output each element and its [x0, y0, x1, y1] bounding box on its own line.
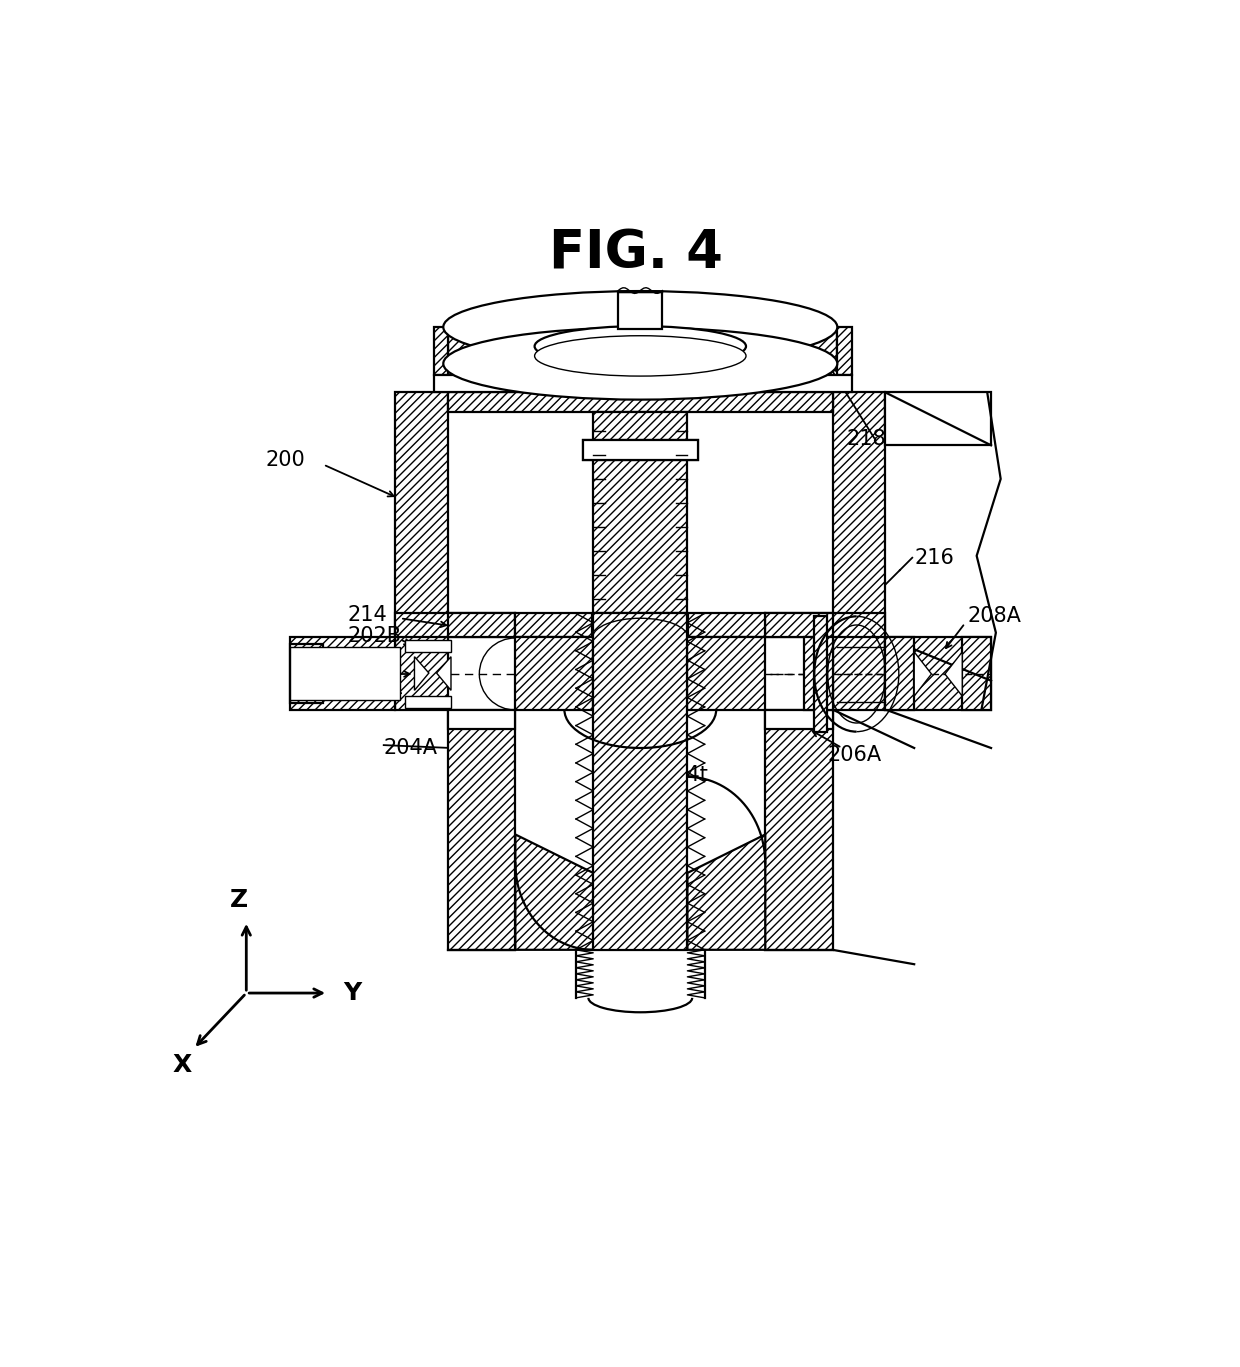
- Polygon shape: [396, 633, 448, 709]
- Polygon shape: [765, 614, 885, 637]
- Polygon shape: [885, 637, 914, 709]
- Polygon shape: [583, 440, 698, 459]
- Text: 218: 218: [847, 428, 887, 448]
- Polygon shape: [688, 614, 765, 637]
- Text: 202B: 202B: [347, 626, 402, 645]
- Polygon shape: [640, 327, 837, 364]
- Polygon shape: [583, 440, 698, 459]
- Polygon shape: [516, 834, 593, 950]
- Text: 204A: 204A: [383, 738, 438, 757]
- Polygon shape: [434, 375, 852, 392]
- Ellipse shape: [534, 336, 746, 376]
- Polygon shape: [290, 637, 396, 709]
- Polygon shape: [832, 633, 885, 709]
- Polygon shape: [687, 637, 765, 709]
- Polygon shape: [815, 617, 827, 731]
- Text: Z: Z: [229, 887, 248, 912]
- Polygon shape: [765, 709, 832, 729]
- Text: FIG. 4: FIG. 4: [548, 227, 723, 279]
- Polygon shape: [837, 327, 852, 375]
- Polygon shape: [516, 637, 593, 709]
- Ellipse shape: [444, 328, 837, 399]
- Polygon shape: [804, 637, 832, 709]
- Polygon shape: [404, 640, 451, 652]
- Polygon shape: [290, 644, 324, 703]
- Text: 208A: 208A: [967, 607, 1021, 626]
- Polygon shape: [885, 392, 991, 446]
- Polygon shape: [414, 656, 429, 690]
- Text: Y: Y: [343, 982, 361, 1005]
- Polygon shape: [832, 392, 885, 633]
- Polygon shape: [885, 637, 991, 709]
- Text: 206A: 206A: [828, 745, 882, 764]
- Polygon shape: [404, 696, 451, 708]
- Polygon shape: [914, 652, 931, 696]
- Text: 214: 214: [347, 606, 387, 625]
- Polygon shape: [687, 834, 765, 950]
- Polygon shape: [448, 614, 516, 637]
- Polygon shape: [290, 647, 401, 700]
- Polygon shape: [448, 709, 516, 950]
- Polygon shape: [593, 411, 687, 614]
- Ellipse shape: [444, 291, 837, 364]
- Text: X: X: [172, 1053, 191, 1077]
- Text: 200: 200: [265, 450, 305, 470]
- Polygon shape: [593, 614, 687, 950]
- Text: 224t: 224t: [661, 766, 708, 785]
- Polygon shape: [448, 392, 832, 411]
- Text: 208B: 208B: [326, 664, 379, 684]
- Polygon shape: [396, 614, 516, 637]
- Polygon shape: [436, 656, 451, 690]
- Polygon shape: [945, 652, 962, 696]
- Text: 216: 216: [914, 548, 954, 567]
- Polygon shape: [962, 637, 991, 709]
- Polygon shape: [448, 327, 640, 364]
- Polygon shape: [765, 709, 832, 950]
- Ellipse shape: [534, 327, 746, 366]
- Polygon shape: [434, 327, 448, 375]
- Polygon shape: [516, 614, 593, 637]
- Polygon shape: [448, 709, 516, 729]
- Polygon shape: [765, 614, 832, 637]
- Polygon shape: [396, 392, 448, 633]
- Text: 202A: 202A: [326, 684, 379, 703]
- Polygon shape: [619, 291, 662, 329]
